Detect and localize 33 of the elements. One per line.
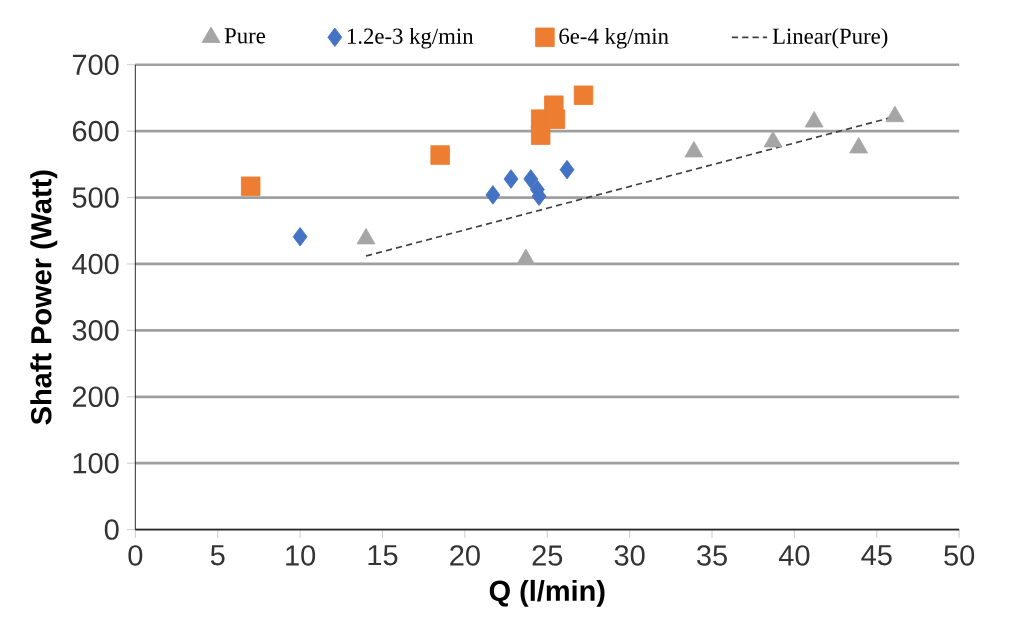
x-tick-label: 45 bbox=[861, 545, 892, 566]
point bbox=[485, 185, 501, 205]
point bbox=[240, 176, 261, 197]
legend-label: 6e-4 kg/min bbox=[559, 27, 669, 49]
x-tick-label: 10 bbox=[286, 545, 316, 566]
x-tick-label: 50 bbox=[944, 545, 975, 566]
x-tick-label: 20 bbox=[450, 545, 480, 566]
y-axis-title: Shaft Power (Watt) bbox=[30, 170, 58, 425]
x-tick-label: 25 bbox=[532, 545, 563, 566]
y-tick-label: 500 bbox=[72, 187, 119, 208]
y-tick-label: 100 bbox=[73, 453, 119, 474]
y-tick-label: 300 bbox=[72, 320, 119, 341]
x-axis-title: Q (l/min) bbox=[489, 579, 605, 607]
point bbox=[292, 227, 308, 247]
x-tick-label: 30 bbox=[614, 545, 645, 566]
legend-label: 1.2e-3 kg/min bbox=[347, 27, 474, 49]
x-tick-label: 40 bbox=[778, 545, 810, 566]
y-tick-label: 600 bbox=[72, 120, 119, 142]
point bbox=[430, 145, 450, 165]
x-tick-label: 35 bbox=[697, 545, 727, 566]
y-tick-label: 700 bbox=[72, 54, 119, 76]
y-tick-label: 400 bbox=[72, 253, 119, 275]
legend-label: Linear(Pure) bbox=[772, 27, 888, 49]
point bbox=[573, 85, 594, 106]
x-tick-label: 15 bbox=[368, 545, 398, 566]
y-tick-label: 200 bbox=[72, 386, 119, 408]
point bbox=[559, 160, 575, 180]
x-tick-label: 0 bbox=[128, 545, 143, 566]
point bbox=[503, 169, 519, 189]
y-tick-label: 0 bbox=[104, 519, 119, 540]
legend-label: Pure bbox=[224, 28, 266, 44]
point bbox=[523, 169, 539, 189]
x-tick-label: 5 bbox=[210, 545, 225, 566]
